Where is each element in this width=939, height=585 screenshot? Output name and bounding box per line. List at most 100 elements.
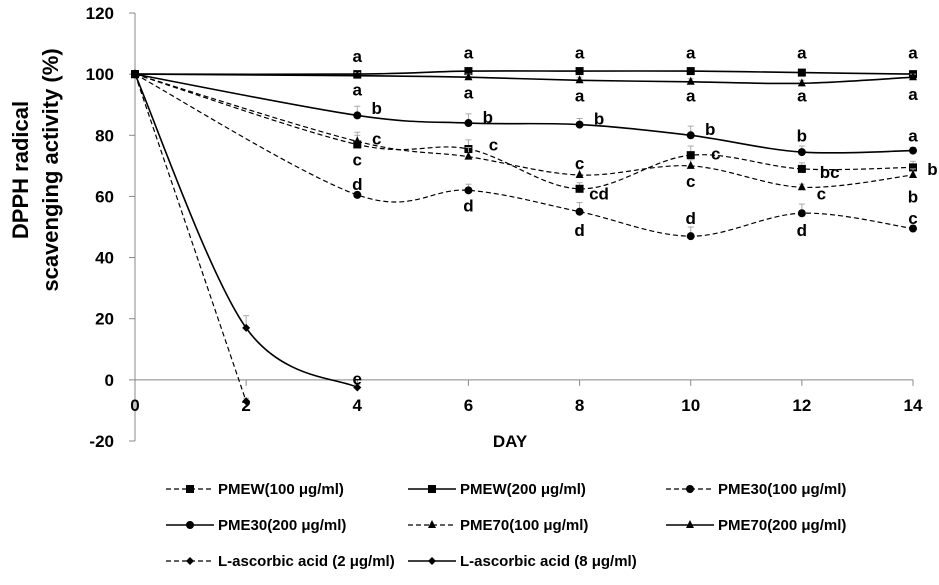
significance-label: c bbox=[908, 209, 917, 228]
significance-label: a bbox=[575, 87, 585, 106]
significance-label: a bbox=[797, 44, 807, 63]
series-5-point bbox=[353, 136, 362, 145]
series-4-point bbox=[686, 131, 695, 140]
series-8-line bbox=[134, 73, 358, 389]
y-tick-label: 120 bbox=[86, 4, 114, 23]
x-tick-label: 0 bbox=[130, 396, 139, 415]
legend-label: PME70(200 μg/ml) bbox=[718, 517, 846, 534]
y-tick-label: 20 bbox=[95, 310, 114, 329]
legend-swatch-marker bbox=[686, 485, 694, 493]
y-tick-label: 0 bbox=[105, 371, 114, 390]
significance-label: c bbox=[353, 151, 362, 170]
series-8-point bbox=[242, 323, 251, 332]
significance-label: b bbox=[594, 109, 604, 128]
legend-label: PMEW(100 μg/ml) bbox=[218, 481, 344, 498]
significance-label: b bbox=[908, 187, 918, 206]
significance-label: d bbox=[352, 175, 362, 194]
legend-swatch-marker bbox=[186, 557, 194, 565]
series-6-point bbox=[353, 70, 362, 79]
series-8-point bbox=[353, 383, 362, 392]
y-tick-label: 80 bbox=[95, 126, 114, 145]
series-5-point bbox=[686, 160, 695, 169]
significance-label: c bbox=[817, 184, 826, 203]
significance-label: bc bbox=[820, 163, 840, 182]
significance-label: d bbox=[463, 197, 473, 216]
series-6-point bbox=[575, 75, 584, 84]
series-3-point bbox=[353, 190, 362, 199]
series-7-point bbox=[242, 397, 251, 406]
series-2-point bbox=[797, 68, 806, 77]
y-tick-label: -20 bbox=[89, 432, 114, 451]
significance-label: c bbox=[575, 154, 584, 173]
series-4-point bbox=[909, 146, 917, 155]
significance-label: d bbox=[686, 209, 696, 228]
legend-label: PME30(100 μg/ml) bbox=[718, 481, 846, 498]
significance-label: b bbox=[483, 108, 493, 127]
y-tick-label: 60 bbox=[95, 187, 114, 206]
legend-swatch-marker bbox=[428, 557, 436, 565]
significance-label: c bbox=[686, 172, 695, 191]
series-2-line bbox=[134, 70, 914, 76]
series-2-point bbox=[464, 67, 473, 76]
x-tick-label: 4 bbox=[353, 396, 363, 415]
legend-label: PME30(200 μg/ml) bbox=[218, 517, 346, 534]
significance-label: a bbox=[353, 47, 363, 66]
series-1-point bbox=[353, 140, 362, 149]
legend-swatch-marker bbox=[186, 485, 194, 493]
significance-label: a bbox=[464, 44, 474, 63]
y-tick-label: 40 bbox=[95, 249, 114, 268]
y-tick-label: 100 bbox=[86, 65, 114, 84]
series-4-point bbox=[797, 148, 806, 157]
x-tick-label: 12 bbox=[792, 396, 811, 415]
legend-label: L-ascorbic acid (2 μg/ml) bbox=[218, 553, 395, 570]
series-1-point bbox=[797, 164, 806, 173]
series-3-point bbox=[686, 232, 695, 241]
series-1-point bbox=[686, 151, 695, 160]
series-6-point bbox=[686, 76, 695, 85]
series-4-point bbox=[353, 111, 362, 120]
y-axis-title-line1: DPPH radical bbox=[8, 101, 33, 239]
series-6-line bbox=[134, 73, 914, 85]
series-6-point bbox=[464, 72, 473, 81]
legend-swatch-marker bbox=[686, 520, 694, 528]
significance-label: d bbox=[574, 221, 584, 240]
series-4-point bbox=[575, 120, 584, 129]
legend-swatch-marker bbox=[186, 521, 194, 529]
legend-label: PMEW(200 μg/ml) bbox=[460, 481, 586, 498]
x-tick-label: 8 bbox=[575, 396, 584, 415]
significance-label: a bbox=[686, 44, 696, 63]
significance-label: a bbox=[908, 44, 918, 63]
significance-label: a bbox=[908, 126, 918, 145]
significance-label: a bbox=[575, 44, 585, 63]
significance-label: b bbox=[705, 120, 715, 139]
legend-label: PME70(100 μg/ml) bbox=[460, 517, 588, 534]
significance-label: a bbox=[797, 87, 807, 106]
series-3-point bbox=[575, 207, 584, 216]
significance-label: c bbox=[711, 145, 720, 164]
series-6-point bbox=[797, 78, 806, 87]
series-2-point bbox=[686, 67, 695, 76]
series-3-point bbox=[909, 224, 917, 233]
series-8-point bbox=[131, 70, 139, 79]
significance-label: c bbox=[372, 129, 381, 148]
series-3-point bbox=[797, 209, 806, 218]
significance-label: a bbox=[908, 85, 918, 104]
x-tick-label: 14 bbox=[904, 396, 923, 415]
significance-label: b bbox=[927, 160, 937, 179]
significance-label: b bbox=[797, 126, 807, 145]
legend-swatch-marker bbox=[428, 520, 436, 528]
series-5-point bbox=[575, 170, 584, 179]
y-axis-title-line2: scavenging activity (%) bbox=[38, 48, 63, 291]
series-7-line bbox=[134, 73, 247, 402]
series-1-point bbox=[575, 184, 584, 193]
series-4-point bbox=[464, 119, 473, 128]
significance-label: a bbox=[464, 83, 474, 102]
legend-swatch-marker bbox=[428, 485, 436, 493]
series-3-point bbox=[464, 186, 473, 195]
series-5-point bbox=[909, 170, 917, 179]
x-tick-label: 10 bbox=[681, 396, 700, 415]
x-axis-title: DAY bbox=[493, 432, 528, 451]
x-tick-label: 6 bbox=[464, 396, 473, 415]
